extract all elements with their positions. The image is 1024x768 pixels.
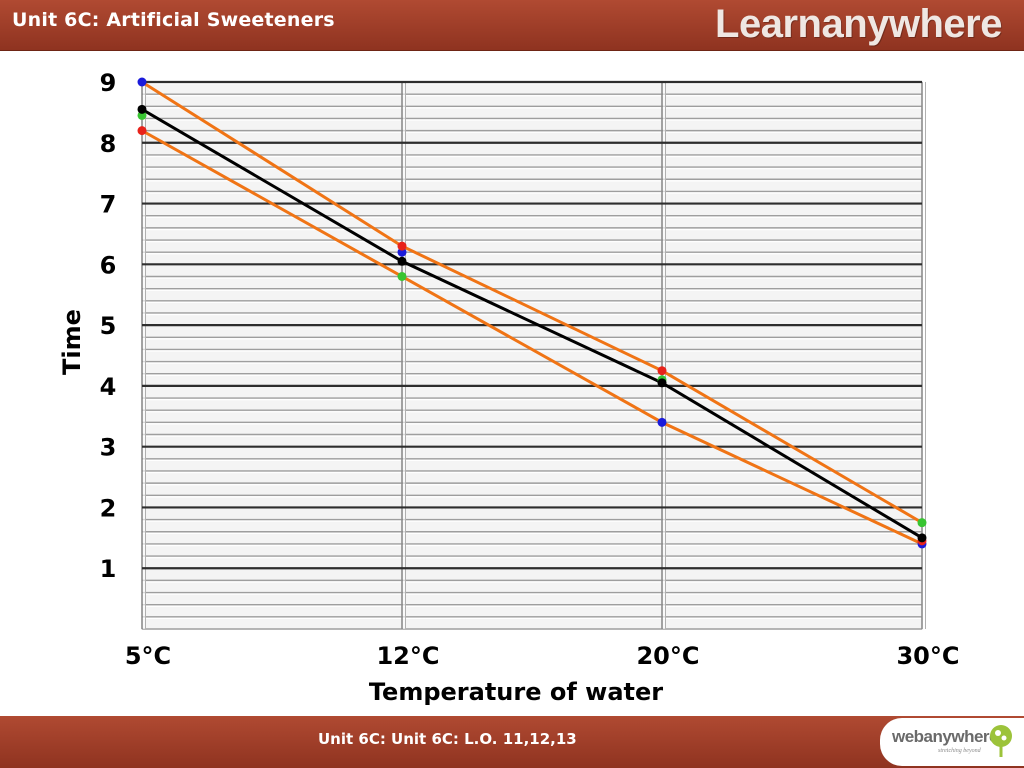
data-point-series-1: [657, 366, 667, 376]
y-tick-label: 3: [100, 434, 117, 462]
y-tick-label: 8: [100, 130, 117, 158]
data-point-series-3: [137, 104, 147, 114]
y-axis-title: Time: [58, 309, 86, 375]
y-tick-label: 6: [100, 251, 117, 279]
x-axis-title: Temperature of water: [369, 678, 663, 706]
y-tick-label: 9: [100, 69, 117, 97]
x-tick-label: 12°C: [376, 642, 439, 670]
footer-text: Unit 6C: Unit 6C: L.O. 11,12,13: [318, 730, 577, 748]
data-point-series-0: [137, 77, 147, 87]
y-tick-label: 5: [100, 312, 117, 340]
leaf-icon: [990, 725, 1012, 757]
data-point-series-1: [397, 241, 407, 251]
y-tick-label: 1: [100, 555, 117, 583]
data-point-series-3: [397, 256, 407, 266]
series-line-3: [141, 108, 923, 540]
webanywhere-logo: webanywhere stretching beyond: [880, 718, 1024, 766]
webanywhere-logo-tagline: stretching beyond: [938, 748, 981, 754]
range-line-lower: [141, 129, 923, 546]
y-tick-label: 2: [100, 494, 117, 522]
plot-area: [141, 81, 923, 630]
brand-logo: Learnanywhere: [715, 2, 1002, 46]
x-tick-label: 20°C: [636, 642, 699, 670]
chart: 1 2 3 4 5 6 7 8 9 5°C 12°C 20°C 30°C Temperature of w…: [58, 69, 960, 706]
y-tick-label: 4: [100, 373, 117, 401]
data-point-series-2: [917, 518, 927, 528]
y-tick-label: 7: [100, 191, 117, 219]
range-line-upper: [141, 80, 923, 524]
data-point-series-3: [657, 378, 667, 388]
data-point-series-2: [397, 271, 407, 281]
data-point-series-0: [657, 417, 667, 427]
slide-title: Unit 6C: Artificial Sweeteners: [12, 9, 335, 31]
footer-bar: Unit 6C: Unit 6C: L.O. 11,12,13 webanywh…: [0, 716, 1024, 768]
x-tick-label: 30°C: [896, 642, 959, 670]
x-tick-label: 5°C: [125, 642, 171, 670]
header-bar: Unit 6C: Artificial Sweeteners Learnanyw…: [0, 0, 1024, 51]
data-point-series-3: [917, 533, 927, 543]
webanywhere-logo-text: webanywhere: [892, 727, 999, 746]
data-point-series-1: [137, 126, 147, 136]
